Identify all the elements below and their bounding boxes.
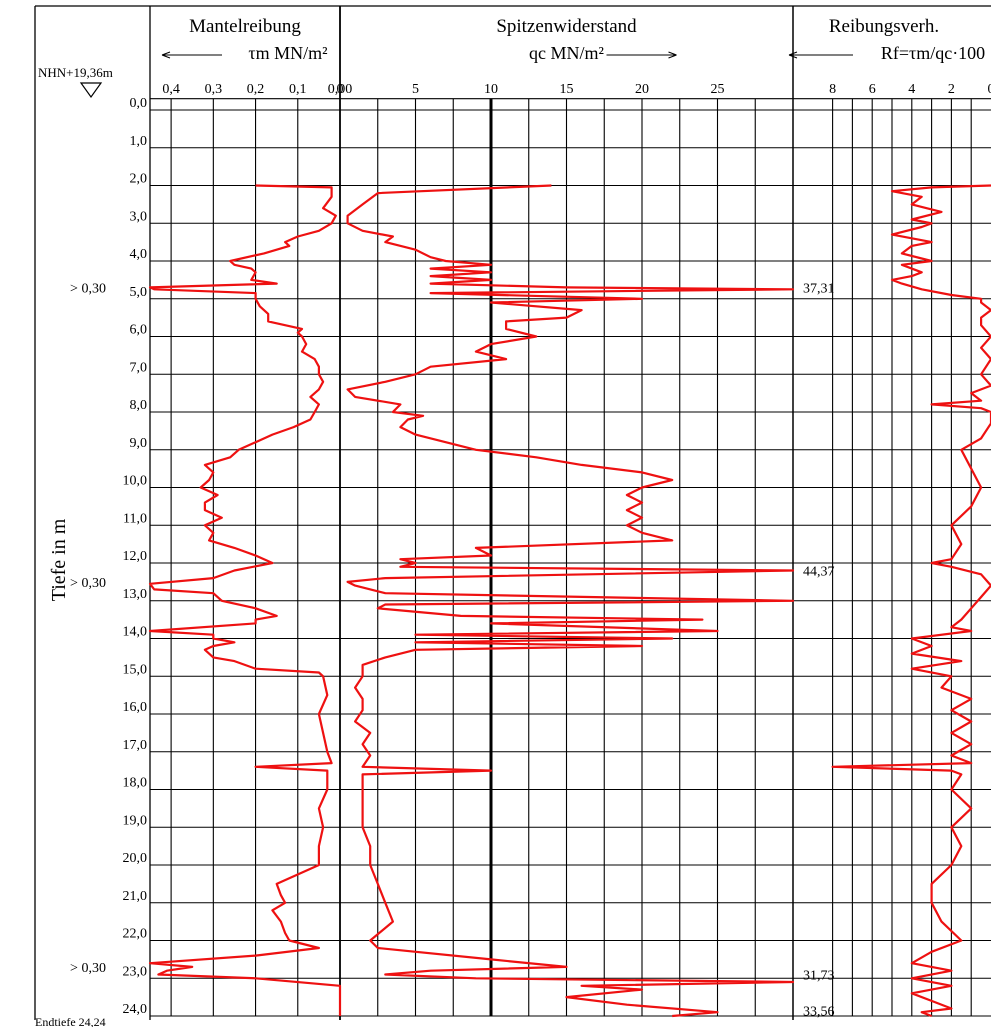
depth-tick-label: 10,0	[123, 474, 148, 489]
value-tick-label: 20	[635, 82, 649, 97]
depth-tick-label: 0,0	[130, 96, 148, 111]
value-tick-label: 0,00	[328, 82, 353, 97]
overflow-note: > 0,30	[70, 281, 106, 296]
value-tick-label: 8	[829, 82, 836, 97]
end-depth-label: Endtiefe 24,24	[35, 1015, 106, 1027]
depth-tick-label: 14,0	[123, 625, 148, 640]
depth-tick-label: 23,0	[123, 964, 148, 979]
value-tick-label: 25	[711, 82, 725, 97]
depth-tick-label: 21,0	[123, 889, 148, 904]
panel-headers: 0,4 0,3 0,2 0,1 0,00 Mantelreibung τm MN/m² 0 5 1…	[161, 16, 991, 97]
panel-unit-label: qc MN/m²	[529, 43, 604, 63]
depth-tick-label: 2,0	[130, 172, 148, 187]
overflow-note: > 0,30	[70, 576, 106, 591]
depth-tick-label: 19,0	[123, 813, 148, 828]
value-tick-label: 0	[337, 82, 344, 97]
overflow-note: 31,73	[803, 968, 835, 983]
panel-title: Spitzenwiderstand	[496, 16, 637, 37]
series-line	[831, 184, 991, 1018]
datum-label: NHN+19,36m	[38, 65, 113, 80]
panel-title: Reibungsverh.	[829, 16, 939, 37]
value-tick-label: 5	[412, 82, 419, 97]
panel-title: Mantelreibung	[189, 16, 301, 37]
value-tick-label: 0,2	[247, 82, 265, 97]
depth-tick-label: 5,0	[130, 285, 148, 300]
panel-1	[346, 184, 795, 1018]
depth-axis: 0,0 1,0 2,0 3,0 4,0 5,0 6,0 7,0 8,0 9,0 10,0 11,0 12…	[123, 96, 148, 1017]
y-axis-label: Tiefe in m	[48, 518, 70, 601]
depth-tick-label: 15,0	[123, 662, 148, 677]
overflow-note: > 0,30	[70, 961, 106, 976]
overflow-note: 33,56	[803, 1004, 835, 1019]
depth-tick-label: 22,0	[123, 927, 148, 942]
value-tick-label: 0	[988, 82, 991, 97]
depth-tick-label: 13,0	[123, 587, 148, 602]
depth-tick-label: 1,0	[130, 134, 148, 149]
depth-tick-label: 18,0	[123, 776, 148, 791]
value-tick-label: 2	[948, 82, 955, 97]
depth-tick-label: 12,0	[123, 549, 148, 564]
value-tick-label: 0,3	[205, 82, 223, 97]
data-curves	[148, 184, 991, 1018]
value-tick-label: 10	[484, 82, 498, 97]
depth-tick-label: 3,0	[130, 209, 148, 224]
panel-unit-label: τm MN/m²	[248, 43, 327, 63]
value-tick-label: 6	[869, 82, 876, 97]
depth-tick-label: 20,0	[123, 851, 148, 866]
value-tick-label: 0,1	[289, 82, 307, 97]
grid-lines	[150, 98, 991, 1017]
value-tick-label: 0,4	[162, 82, 180, 97]
depth-tick-label: 24,0	[123, 1002, 148, 1017]
panel-unit-label: Rf=τm/qc·100	[881, 43, 985, 63]
frame	[34, 5, 991, 1020]
depth-tick-label: 17,0	[123, 738, 148, 753]
arrow-left-head	[161, 51, 171, 59]
water-level-triangle	[79, 82, 103, 99]
series-line	[346, 184, 795, 1018]
depth-tick-label: 8,0	[130, 398, 148, 413]
depth-tick-label: 6,0	[130, 323, 148, 338]
value-tick-label: 4	[908, 82, 915, 97]
arrow-left-head	[788, 51, 798, 59]
depth-tick-label: 11,0	[123, 511, 147, 526]
overflow-note: 44,37	[803, 565, 835, 580]
series-line	[148, 184, 342, 1016]
panel-0	[148, 184, 342, 1016]
overflow-note: 37,31	[803, 281, 835, 296]
depth-tick-label: 9,0	[130, 436, 148, 451]
arrow-right-head	[668, 51, 677, 59]
panel-2	[831, 184, 991, 1018]
value-tick-label: 15	[560, 82, 574, 97]
depth-tick-label: 4,0	[130, 247, 148, 262]
overflow-annotations: > 0,30 > 0,30 > 0,30 37,31 44,37 31,73 33,56	[70, 281, 834, 1019]
depth-tick-label: 7,0	[130, 360, 148, 375]
depth-tick-label: 16,0	[123, 700, 148, 715]
